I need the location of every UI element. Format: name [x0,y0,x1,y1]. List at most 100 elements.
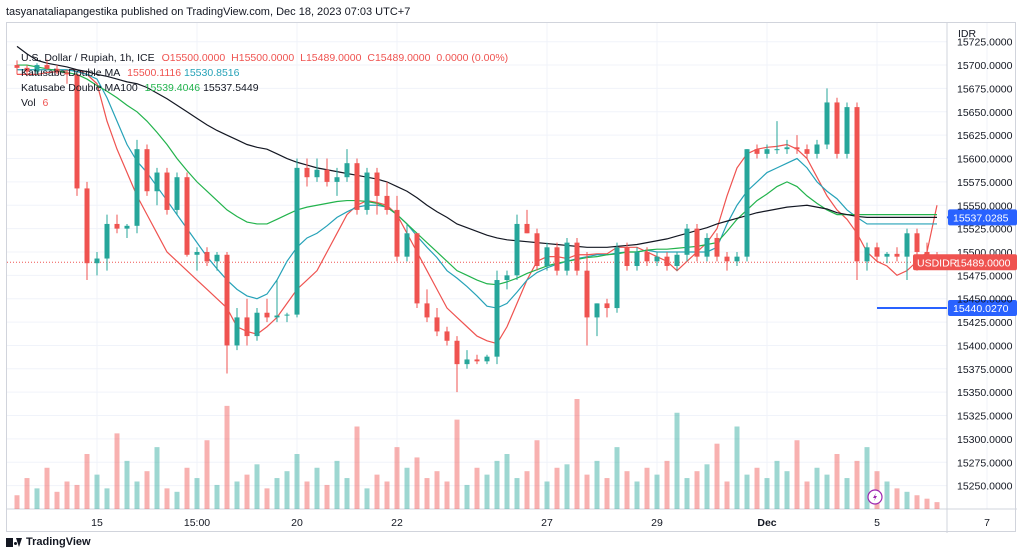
volume-bar [174,491,180,509]
candle-body [284,314,290,316]
hline-price-tag [948,300,1017,317]
candle-body [294,167,300,315]
volume-bar [914,495,920,509]
candle-body [384,195,390,210]
candle-body [444,331,450,341]
volume-bar [234,481,240,509]
volume-bar [24,478,30,509]
price-tick-label: 15725.0000 [957,37,1013,49]
volume-bar [724,481,730,509]
volume-bar [114,433,120,509]
volume-bar [884,481,890,509]
time-tick-label: 20 [291,517,303,529]
volume-bar [404,467,410,509]
candle-body [194,251,200,255]
volume-bar [864,447,870,509]
price-tick-label: 15250.0000 [957,481,1013,493]
symbol-title: U.S. Dollar / Rupiah, 1h, ICE [21,52,155,64]
volume-bar [814,467,820,509]
price-tick-label: 15525.0000 [957,224,1013,236]
volume-bar [534,440,540,509]
price-chart[interactable]: 15537.0285 15440.0270 15250.0000 15275.000… [7,23,1017,533]
legend-ma100-row[interactable]: Katusabe Double MA100 15539.4046 15537.5… [21,81,511,96]
volume-bar [274,478,280,509]
volume-bar [824,474,830,509]
volume-bar [524,471,530,509]
candle-body [854,107,860,262]
ma100-fast-value: 15539.4046 [144,82,201,94]
volume-bar [924,498,930,509]
volume-bar [344,478,350,509]
volume-bar [374,474,380,509]
candle-body [554,247,560,271]
candle-body [684,228,690,255]
hline-price-label: 15537.0285 [953,212,1009,224]
chart-frame[interactable]: 15537.0285 15440.0270 15250.0000 15275.000… [6,22,1017,533]
candle-body [794,147,800,150]
candle-body [524,223,530,234]
candle-body [334,177,340,182]
time-tick-label: 27 [541,517,553,529]
volume-bar [154,447,160,509]
candle-body [454,340,460,365]
candle-body [154,172,160,192]
candle-body [664,256,670,266]
candle-body [54,68,60,73]
footer[interactable]: TradingView [6,536,91,548]
candle-body [304,167,310,178]
candle-body [74,74,80,189]
price-axis: 15250.0000 15275.0000 15300.0000 15325.0000… [913,37,1017,493]
price-tick-label: 15475.0000 [957,270,1013,282]
legend-vol-row[interactable]: Vol 6 [21,96,511,111]
volume-bar [474,467,480,509]
candle-body [634,251,640,266]
candle-body [674,254,680,266]
candle-body [764,149,770,154]
volume-bar [194,478,200,509]
candle-body [804,149,810,154]
candle-body [64,72,70,75]
volume-bar [224,405,230,509]
candle-body [914,233,920,252]
time-tick-label: 15:00 [184,517,210,529]
volume-bar [514,478,520,509]
candle-body [534,233,540,266]
candle-body [504,275,510,281]
lightning-icon[interactable] [867,489,883,505]
price-tick-label: 15650.0000 [957,107,1013,119]
candle-body [814,144,820,154]
volume-bar [804,481,810,509]
candle-body [204,251,210,262]
vol-value: 6 [42,97,49,109]
open-value: O15500.0000 [161,52,226,64]
price-tick-label: 15300.0000 [957,434,1013,446]
candle-body [104,223,110,259]
volume-bar [494,460,500,509]
candle-body [214,254,220,262]
ma100-label: Katusabe Double MA100 [21,82,138,94]
volume-bar [424,478,430,509]
volume-bar [584,474,590,509]
volume-bar [854,460,860,509]
candle-body [694,228,700,257]
vol-label: Vol [21,97,36,109]
candle-body [234,317,240,346]
legend-ma-row[interactable]: Katusabe Double MA 15500.1116 15530.8516 [21,66,511,81]
volume-bar [144,471,150,509]
volume-bar [574,399,580,509]
price-tick-label: 15375.0000 [957,364,1013,376]
candle-body [274,315,280,318]
candle-body [114,223,120,229]
volume-bar [554,467,560,509]
price-tick-label: 15325.0000 [957,411,1013,423]
volume-bar [464,484,470,509]
volume-bar [934,502,940,509]
volume-bar [754,467,760,509]
volume-bar [444,481,450,509]
candle-body [594,303,600,318]
volume-bars [14,399,940,509]
time-tick-label: 15 [91,517,103,529]
volume-bar [124,460,130,509]
currency-label: IDR [958,28,977,40]
